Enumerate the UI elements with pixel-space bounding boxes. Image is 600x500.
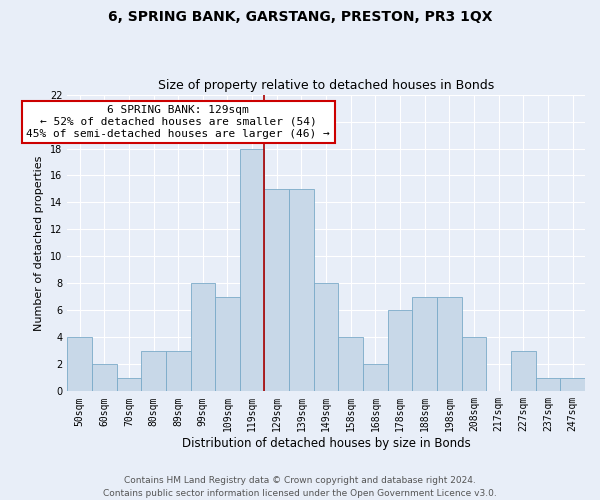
- Text: Contains HM Land Registry data © Crown copyright and database right 2024.
Contai: Contains HM Land Registry data © Crown c…: [103, 476, 497, 498]
- Bar: [388, 310, 412, 392]
- Bar: [265, 189, 289, 392]
- Bar: [67, 338, 92, 392]
- Bar: [92, 364, 116, 392]
- Bar: [314, 284, 338, 392]
- Title: Size of property relative to detached houses in Bonds: Size of property relative to detached ho…: [158, 79, 494, 92]
- Bar: [215, 297, 240, 392]
- Bar: [511, 351, 536, 392]
- X-axis label: Distribution of detached houses by size in Bonds: Distribution of detached houses by size …: [182, 437, 470, 450]
- Bar: [536, 378, 560, 392]
- Text: 6 SPRING BANK: 129sqm
← 52% of detached houses are smaller (54)
45% of semi-deta: 6 SPRING BANK: 129sqm ← 52% of detached …: [26, 106, 330, 138]
- Bar: [560, 378, 585, 392]
- Bar: [462, 338, 487, 392]
- Bar: [116, 378, 141, 392]
- Bar: [289, 189, 314, 392]
- Y-axis label: Number of detached properties: Number of detached properties: [34, 156, 44, 330]
- Bar: [141, 351, 166, 392]
- Bar: [437, 297, 462, 392]
- Bar: [363, 364, 388, 392]
- Bar: [191, 284, 215, 392]
- Bar: [240, 148, 265, 392]
- Bar: [338, 338, 363, 392]
- Bar: [166, 351, 191, 392]
- Text: 6, SPRING BANK, GARSTANG, PRESTON, PR3 1QX: 6, SPRING BANK, GARSTANG, PRESTON, PR3 1…: [108, 10, 492, 24]
- Bar: [412, 297, 437, 392]
